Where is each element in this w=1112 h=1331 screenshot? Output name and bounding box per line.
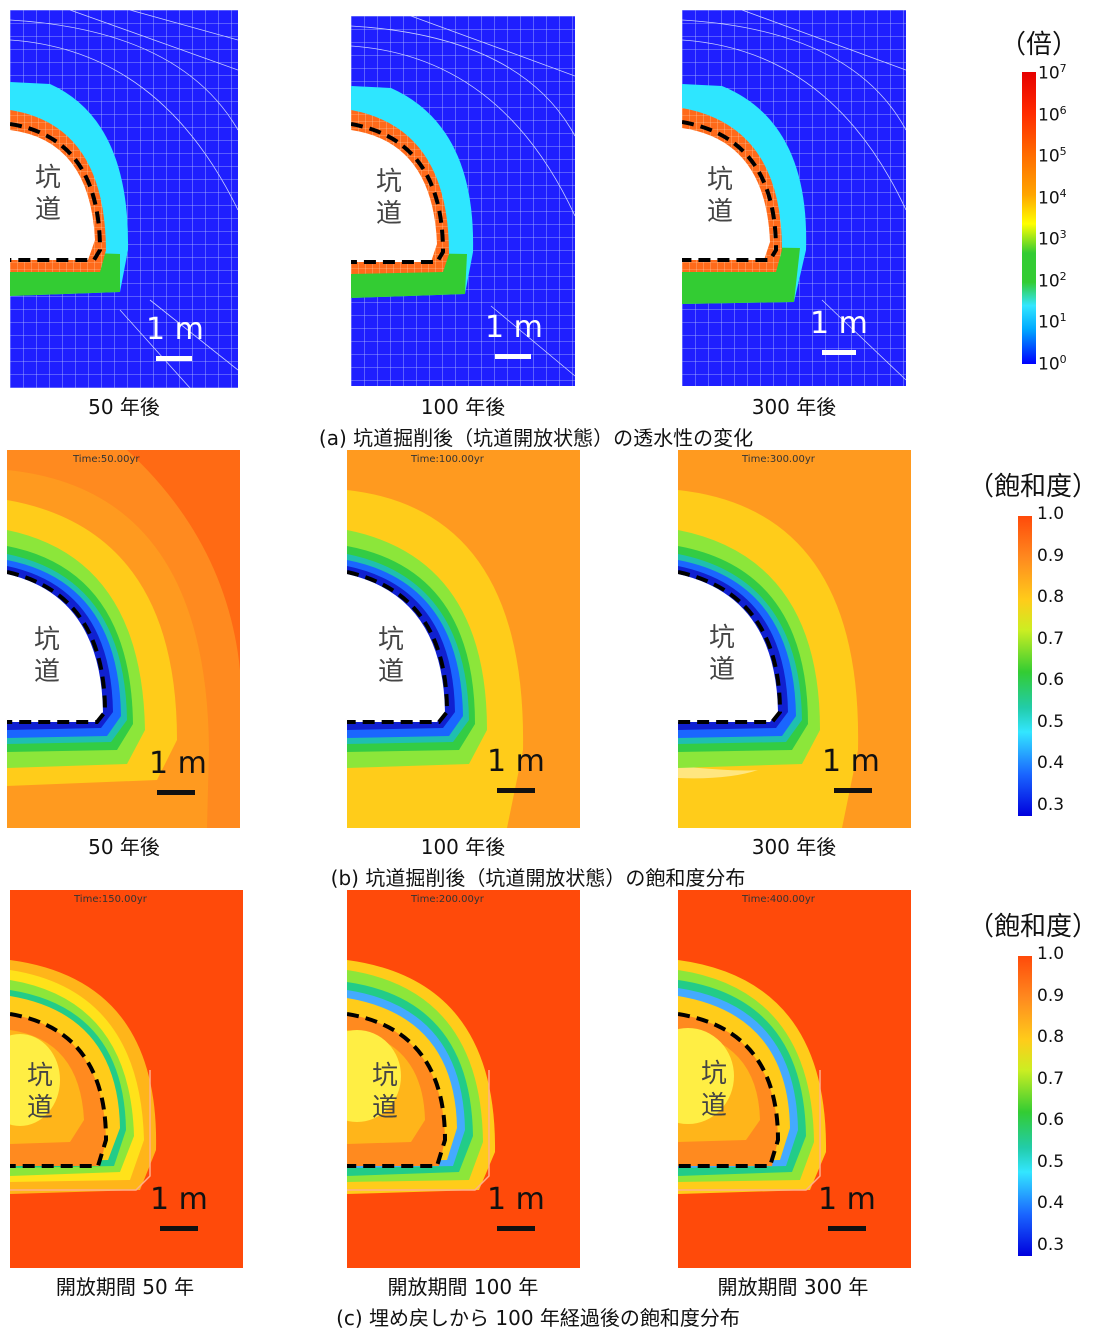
time-label: 開放期間 300 年	[717, 1275, 869, 1299]
saturation-map-150yr	[10, 890, 243, 1268]
caption-b: (b) 坑道掘削後（坑道開放状態）の飽和度分布	[330, 866, 746, 890]
legend-tick: 0.9	[1037, 985, 1065, 1006]
legend-tick: 103	[1038, 228, 1067, 250]
legend-title: （飽和度）	[968, 912, 1099, 942]
legend-tick: 0.8	[1037, 587, 1065, 607]
legend-title: （倍）	[1000, 30, 1079, 60]
scale-label: 1 m	[487, 744, 545, 779]
saturation-map-300yr	[678, 450, 911, 828]
scale-bar	[495, 354, 531, 359]
legend-tick: 0.4	[1037, 1193, 1065, 1213]
tunnel-label: 坑道	[700, 1059, 727, 1121]
legend-tick: 0.6	[1037, 670, 1065, 690]
scale-label: 1 m	[487, 1182, 545, 1217]
caption-a: (a) 坑道掘削後（坑道開放状態）の透水性の変化	[318, 426, 754, 450]
scale-bar	[156, 356, 192, 361]
saturation-colorbar	[1018, 516, 1032, 816]
legend-tick: 0.8	[1037, 1027, 1065, 1047]
legend-tick: 1.0	[1037, 504, 1065, 524]
time-stamp: Time:150.00yr	[74, 894, 147, 905]
panel-a-300yr: 坑道 1 m	[682, 10, 906, 386]
time-label: 100 年後	[420, 395, 506, 419]
legend-tick: 0.9	[1037, 545, 1065, 566]
time-label: 50 年後	[88, 835, 160, 859]
panel-b-50yr: Time:50.00yr 坑道 1 m	[7, 450, 240, 828]
scale-label: 1 m	[810, 306, 868, 341]
saturation-map-400yr	[678, 890, 911, 1268]
time-label: 300 年後	[751, 395, 837, 419]
legend-tick: 0.4	[1037, 753, 1065, 773]
scale-label: 1 m	[150, 1182, 208, 1217]
scale-bar	[497, 1226, 535, 1231]
legend-tick: 101	[1038, 311, 1067, 333]
saturation-map-50yr	[7, 450, 240, 828]
scale-label: 1 m	[485, 310, 543, 345]
permeability-map-50yr	[10, 10, 238, 388]
caption-c: (c) 埋め戻しから 100 年経過後の飽和度分布	[336, 1306, 740, 1330]
time-label: 300 年後	[751, 835, 837, 859]
time-label: 100 年後	[420, 835, 506, 859]
legend-tick: 0.5	[1037, 711, 1065, 732]
scale-bar	[822, 350, 856, 355]
tunnel-label: 坑道	[34, 163, 61, 225]
time-stamp: Time:50.00yr	[73, 454, 140, 465]
tunnel-label: 坑道	[706, 165, 733, 227]
tunnel-label: 坑道	[377, 625, 404, 687]
legend-tick: 107	[1038, 62, 1067, 84]
legend-tick: 106	[1038, 103, 1067, 126]
scale-bar	[157, 790, 195, 795]
legend-tick: 1.0	[1037, 944, 1065, 964]
scale-label: 1 m	[822, 744, 880, 779]
scale-label: 1 m	[146, 312, 204, 347]
time-label: 開放期間 50 年	[55, 1275, 195, 1299]
legend-tick: 100	[1038, 352, 1067, 375]
time-label: 開放期間 100 年	[387, 1275, 539, 1299]
legend-tick: 105	[1038, 145, 1067, 167]
panel-a-100yr: 坑道 1 m	[351, 16, 575, 386]
legend-tick: 0.7	[1037, 1068, 1065, 1089]
scale-label: 1 m	[818, 1182, 876, 1217]
time-stamp: Time:400.00yr	[742, 894, 815, 905]
panel-c-50yr: Time:150.00yr 坑道 1 m	[10, 890, 243, 1268]
panel-c-300yr: Time:400.00yr 坑道 1 m	[678, 890, 911, 1268]
permeability-map-100yr	[351, 16, 575, 386]
panel-c-100yr: Time:200.00yr 坑道 1 m	[347, 890, 580, 1268]
panel-a-50yr: 坑道 1 m	[10, 10, 238, 388]
scale-label: 1 m	[149, 746, 207, 781]
legend-tick: 0.3	[1037, 1234, 1065, 1255]
saturation-colorbar	[1018, 956, 1032, 1256]
tunnel-label: 坑道	[33, 625, 60, 687]
legend-tick: 102	[1038, 269, 1067, 292]
permeability-colorbar	[1022, 72, 1036, 364]
time-stamp: Time:200.00yr	[411, 894, 484, 905]
legend-tick: 104	[1038, 186, 1067, 209]
tunnel-label: 坑道	[26, 1061, 53, 1123]
time-stamp: Time:300.00yr	[742, 454, 815, 465]
saturation-map-200yr	[347, 890, 580, 1268]
panel-b-300yr: Time:300.00yr 坑道 1 m	[678, 450, 911, 828]
legend-tick: 0.7	[1037, 628, 1065, 649]
legend-tick: 0.3	[1037, 794, 1065, 815]
time-label: 50 年後	[88, 395, 160, 419]
scale-bar	[497, 788, 535, 793]
scale-bar	[834, 788, 872, 793]
tunnel-label: 坑道	[375, 167, 402, 229]
scale-bar	[828, 1226, 866, 1231]
scale-bar	[160, 1226, 198, 1231]
saturation-map-100yr	[347, 450, 580, 828]
legend-tick: 0.6	[1037, 1110, 1065, 1130]
tunnel-label: 坑道	[371, 1061, 398, 1123]
tunnel-label: 坑道	[708, 623, 735, 685]
panel-b-100yr: Time:100.00yr 坑道 1 m	[347, 450, 580, 828]
legend-title: （飽和度）	[968, 472, 1099, 502]
legend-tick: 0.5	[1037, 1151, 1065, 1172]
permeability-map-300yr	[682, 10, 906, 386]
time-stamp: Time:100.00yr	[411, 454, 484, 465]
